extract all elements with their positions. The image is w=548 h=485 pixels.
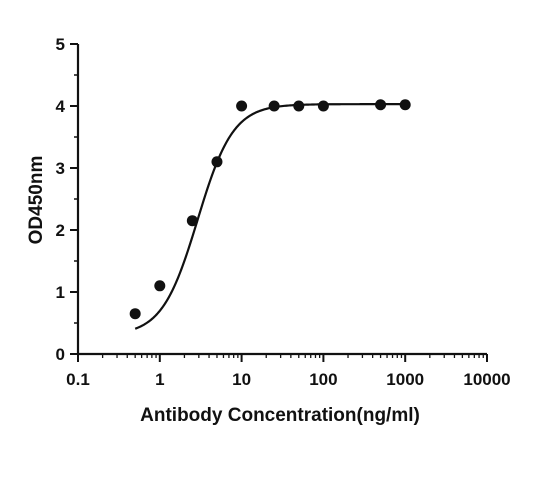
data-point: [399, 99, 411, 111]
x-tick-label: 1: [155, 370, 164, 389]
y-tick-label: 4: [56, 97, 66, 116]
x-tick-label: 10: [232, 370, 251, 389]
data-point: [317, 100, 329, 112]
data-point: [211, 156, 223, 168]
y-axis-title: OD450nm: [26, 156, 47, 245]
data-point: [293, 100, 305, 112]
data-points: [129, 99, 411, 320]
x-tick-label: 100: [309, 370, 337, 389]
x-tick-label: 1000: [386, 370, 424, 389]
y-tick-label: 2: [56, 221, 65, 240]
x-axis-title: Antibody Concentration(ng/ml): [140, 405, 420, 426]
x-tick-label: 10000: [463, 370, 510, 389]
x-tick-label: 0.1: [66, 370, 90, 389]
data-point: [129, 308, 141, 320]
data-point: [375, 99, 387, 111]
fit-curve-layer: [134, 103, 406, 330]
data-point: [236, 100, 248, 112]
y-tick-label: 5: [56, 35, 65, 54]
tick-labels: 0 1 2 3 4 5 0.1 1 10 100 1000 10000: [56, 35, 511, 389]
data-point: [268, 100, 280, 112]
y-tick-label: 0: [56, 345, 65, 364]
data-point: [154, 280, 166, 292]
y-tick-label: 1: [56, 283, 65, 302]
tick-marks: [70, 43, 488, 362]
axes: [76, 44, 487, 356]
fit-curve: [134, 103, 406, 330]
data-point: [186, 215, 198, 227]
y-tick-label: 3: [56, 159, 65, 178]
